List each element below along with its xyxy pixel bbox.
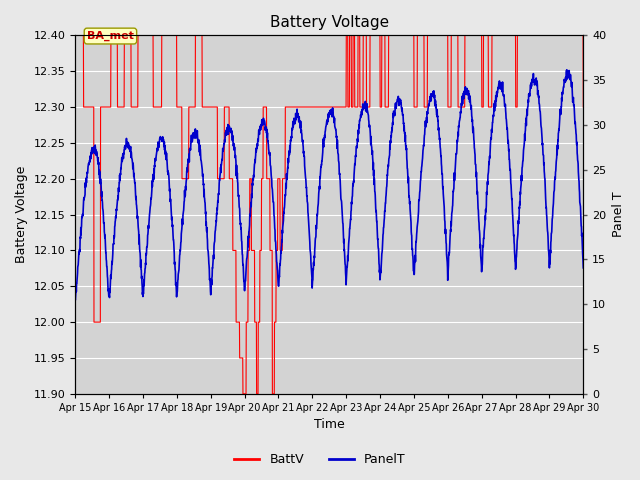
Legend: BattV, PanelT: BattV, PanelT: [229, 448, 411, 471]
Y-axis label: Battery Voltage: Battery Voltage: [15, 166, 28, 263]
Text: BA_met: BA_met: [87, 31, 134, 41]
Y-axis label: Panel T: Panel T: [612, 192, 625, 238]
X-axis label: Time: Time: [314, 419, 344, 432]
Title: Battery Voltage: Battery Voltage: [269, 15, 388, 30]
